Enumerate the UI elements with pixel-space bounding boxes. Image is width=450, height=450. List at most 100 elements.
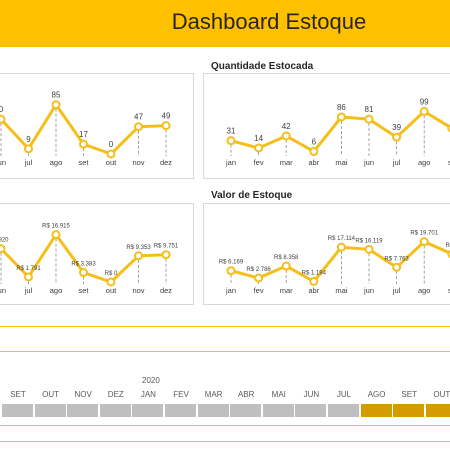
timeline-month-cell[interactable] <box>34 404 66 417</box>
timeline-scrollbar[interactable] <box>0 425 450 426</box>
timeline-month-label: OUT <box>42 390 60 399</box>
data-label: 31 <box>227 127 236 136</box>
data-label: R$ 16.119 <box>355 238 383 244</box>
data-label: 47 <box>134 113 143 122</box>
data-point[interactable] <box>281 131 291 141</box>
data-point[interactable] <box>281 261 291 271</box>
data-point[interactable] <box>364 114 374 124</box>
timeline-month-cell[interactable] <box>230 404 262 417</box>
x-tick-label: ago <box>418 158 431 167</box>
x-tick-label: set <box>78 286 89 295</box>
data-point[interactable] <box>336 242 346 252</box>
x-tick-label: abr <box>308 158 319 167</box>
x-tick-label: ago <box>50 286 63 295</box>
data-label: 17 <box>79 130 88 139</box>
x-tick-label: jun <box>363 158 374 167</box>
timeline-year: 2020 <box>142 376 160 385</box>
data-label: R$ 16.915 <box>42 224 70 230</box>
data-point[interactable] <box>79 139 88 149</box>
chart-bottom-right-svg: R$ 6.169 jan R$ 2.786 fev R$ 8.358 mar R$ 1.19… <box>219 231 450 295</box>
data-point[interactable] <box>392 262 402 272</box>
timeline-month-cell[interactable] <box>328 404 359 417</box>
x-tick-label: set <box>78 158 89 167</box>
x-tick-label: jun <box>0 286 6 295</box>
data-point[interactable] <box>226 136 236 146</box>
data-point[interactable] <box>0 244 6 254</box>
timeline-month-cell[interactable] <box>425 404 450 417</box>
timeline-month-label: NOV <box>74 390 92 399</box>
timeline-month-cell[interactable] <box>360 404 392 417</box>
data-point[interactable] <box>51 230 61 240</box>
data-point[interactable] <box>106 149 116 159</box>
timeline-month-label: DEZ <box>107 390 124 399</box>
timeline-month-cell[interactable] <box>165 404 196 417</box>
x-tick-label: dez <box>160 158 172 167</box>
chart-title-valor: Valor de Estoque <box>211 190 293 201</box>
data-point[interactable] <box>309 276 319 286</box>
timeline-month-cell[interactable] <box>67 404 99 417</box>
x-tick-label: jul <box>392 286 401 295</box>
data-label: 14 <box>254 134 263 143</box>
data-point[interactable] <box>161 250 171 260</box>
data-label: 9 <box>26 135 31 144</box>
x-tick-label: abr <box>308 286 319 295</box>
x-tick-label: out <box>106 158 117 167</box>
timeline-month-label: FEV <box>173 390 189 399</box>
data-label: R$ 0 <box>105 271 118 277</box>
data-point[interactable] <box>419 106 429 116</box>
data-point[interactable] <box>51 100 61 110</box>
timeline-month-cell[interactable] <box>262 404 294 417</box>
x-tick-label: jan <box>225 286 236 295</box>
data-point[interactable] <box>134 122 143 132</box>
data-point[interactable] <box>134 251 143 261</box>
timeline-month-cell[interactable] <box>99 404 131 417</box>
timeline-month-cell[interactable] <box>197 404 229 417</box>
data-point[interactable] <box>161 121 171 131</box>
x-tick-label: jul <box>24 158 33 167</box>
x-tick-label: jul <box>24 286 33 295</box>
data-point[interactable] <box>254 143 264 153</box>
data-point[interactable] <box>24 272 33 282</box>
data-point[interactable] <box>392 132 402 142</box>
chart-title-quantidade: Quantidade Estocada <box>211 61 314 72</box>
data-point[interactable] <box>364 244 374 254</box>
data-point[interactable] <box>0 114 6 124</box>
data-label: 85 <box>52 91 61 100</box>
data-label: 5.920 <box>0 238 9 244</box>
data-label: 0 <box>0 105 4 114</box>
data-label: R$ 3.383 <box>71 262 96 268</box>
chart-top-left: 0 jun 9 jul 85 ago 17 set 0 out 47 nov 49 dez <box>0 73 194 179</box>
timeline-month-cell[interactable] <box>295 404 327 417</box>
timeline-month-cell[interactable] <box>132 404 164 417</box>
timeline-month-label: JAN <box>140 390 156 399</box>
data-point[interactable] <box>419 237 429 247</box>
data-point[interactable] <box>24 144 33 154</box>
x-tick-label: nov <box>132 158 144 167</box>
timeline-month-label: MAI <box>271 390 286 399</box>
data-label: R$ 9.751 <box>154 244 179 250</box>
x-tick-label: mai <box>335 158 347 167</box>
x-tick-label: mar <box>280 158 293 167</box>
chart-top-left-svg: 0 jun 9 jul 85 ago 17 set 0 out 47 nov 49 dez <box>0 91 172 167</box>
timeline-month-label: MAR <box>204 390 223 399</box>
timeline-month-label: AGO <box>367 390 386 399</box>
data-label: R$ 1.791 <box>16 266 41 272</box>
page-title: Dashboard Estoque <box>171 9 367 34</box>
data-point[interactable] <box>336 112 346 122</box>
data-label: 99 <box>420 97 429 106</box>
data-point[interactable] <box>106 277 116 287</box>
divider-line <box>0 441 450 442</box>
timeline-month-cell[interactable] <box>2 404 33 417</box>
x-tick-label: fev <box>254 158 264 167</box>
data-label: 49 <box>162 112 171 121</box>
timeline-month-label: JUN <box>303 390 320 399</box>
data-point[interactable] <box>309 146 319 156</box>
data-label: R$ 8.358 <box>274 255 299 261</box>
timeline-month-label: SET <box>10 390 26 399</box>
data-point[interactable] <box>226 266 236 276</box>
data-point[interactable] <box>254 273 264 283</box>
data-point[interactable] <box>79 268 88 278</box>
x-tick-label: nov <box>132 286 144 295</box>
x-tick-label: ago <box>50 158 63 167</box>
timeline-month-cell[interactable] <box>393 404 425 417</box>
